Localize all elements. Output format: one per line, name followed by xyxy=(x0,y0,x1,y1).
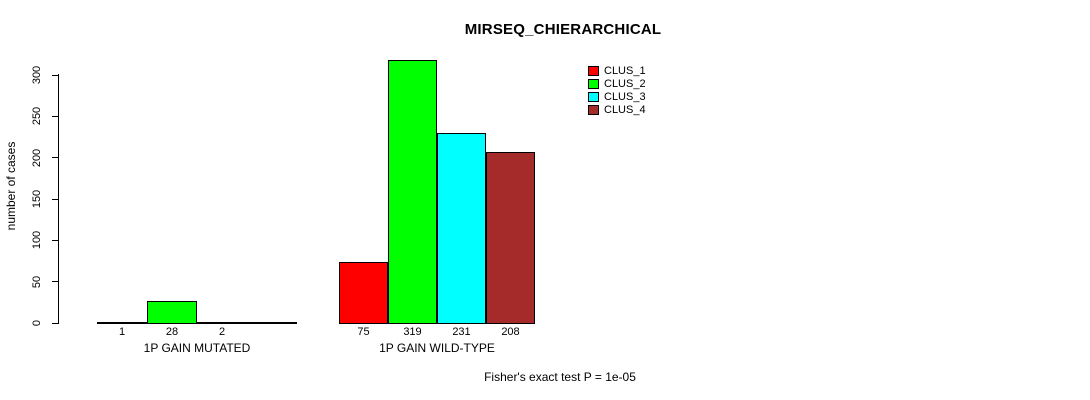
group-label-1: 1P GAIN MUTATED xyxy=(143,341,251,355)
chart-title: MIRSEQ_CHIERARCHICAL xyxy=(464,21,662,38)
legend: CLUS_1 CLUS_2 CLUS_3 CLUS_4 xyxy=(588,64,646,116)
group-label-2: 1P GAIN WILD-TYPE xyxy=(379,341,495,355)
legend-item-clus_1: CLUS_1 xyxy=(588,64,646,77)
bar-clus_4-group1 xyxy=(247,322,297,324)
y-tick-label: 0 xyxy=(31,319,43,327)
y-axis-title: number of cases xyxy=(4,141,18,231)
legend-item-clus_4: CLUS_4 xyxy=(588,103,646,116)
y-tick-mark xyxy=(52,115,59,117)
bar-count-label: 2 xyxy=(218,326,226,338)
bar-count-label: 28 xyxy=(165,326,179,338)
y-tick-label: 200 xyxy=(31,148,43,167)
bar-clus_1-group1 xyxy=(97,322,147,324)
legend-swatch-icon xyxy=(588,91,599,102)
bar-clus_3-group2 xyxy=(437,133,486,324)
legend-label: CLUS_4 xyxy=(604,103,646,116)
y-tick-label: 150 xyxy=(31,189,43,209)
y-tick-mark xyxy=(52,157,59,159)
legend-swatch-icon xyxy=(588,65,599,76)
legend-swatch-icon xyxy=(588,104,599,115)
legend-swatch-icon xyxy=(588,78,599,89)
y-tick-mark xyxy=(52,281,59,283)
bar-clus_1-group2 xyxy=(339,262,388,324)
bar-count-label: 231 xyxy=(452,326,471,338)
y-tick-label: 50 xyxy=(31,275,43,288)
y-tick-label: 300 xyxy=(31,65,43,85)
y-tick-mark xyxy=(52,239,59,241)
y-tick-mark xyxy=(52,198,59,200)
bar-clus_3-group1 xyxy=(197,322,247,324)
y-tick-mark xyxy=(52,74,59,76)
bar-count-label: 1 xyxy=(118,326,126,338)
y-tick-label: 250 xyxy=(31,107,43,126)
bar-clus_4-group2 xyxy=(486,152,535,324)
bar-clus_2-group2 xyxy=(388,60,437,324)
y-tick-label: 100 xyxy=(31,231,43,250)
legend-label: CLUS_1 xyxy=(604,64,646,77)
legend-item-clus_2: CLUS_2 xyxy=(588,77,646,90)
bar-count-label: 75 xyxy=(357,326,370,338)
y-tick-mark xyxy=(52,322,59,324)
legend-label: CLUS_3 xyxy=(604,90,646,103)
bar-count-label: 319 xyxy=(403,326,422,338)
legend-label: CLUS_2 xyxy=(604,77,646,90)
legend-item-clus_3: CLUS_3 xyxy=(588,90,646,103)
bar-clus_2-group1 xyxy=(147,301,197,324)
fisher-test-annotation: Fisher's exact test P = 1e-05 xyxy=(484,370,636,384)
bar-count-label: 208 xyxy=(501,326,520,338)
